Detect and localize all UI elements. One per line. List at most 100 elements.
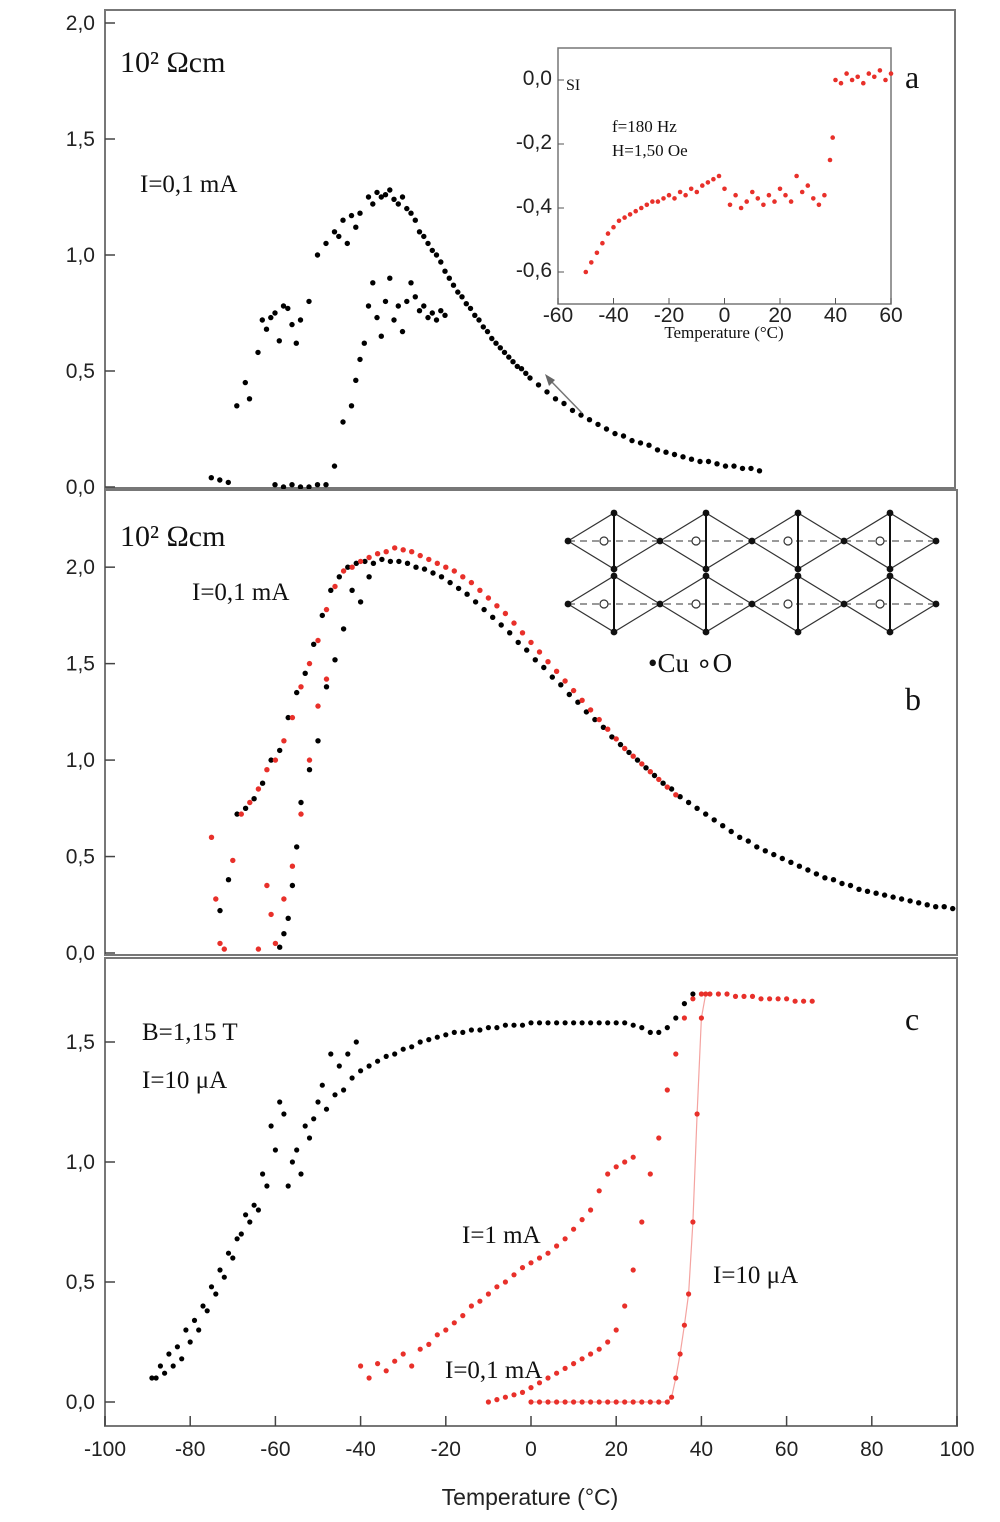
lattice-cu-atom xyxy=(794,509,802,517)
panel-c-series-0-point xyxy=(315,1099,321,1105)
inset-y-tick-label: -0,4 xyxy=(516,195,553,218)
panel-b-series-1-point xyxy=(217,940,223,947)
panel-c-series-0-point xyxy=(311,1116,317,1122)
inset-point xyxy=(811,196,816,201)
panel-b-series-0-point xyxy=(711,817,717,823)
lattice-cu-atom xyxy=(656,600,664,608)
panel-b-series-1-point xyxy=(443,564,449,570)
panel-c-series-1-point xyxy=(383,1368,389,1374)
panel-b-series-0-point xyxy=(668,786,675,792)
panel-c-series-1-point xyxy=(613,1164,619,1170)
panel-c-y-tick-label: 1,0 xyxy=(66,1151,95,1174)
panel-c-series-0-point xyxy=(554,1020,560,1026)
panel-b-series-0-point xyxy=(294,844,300,850)
panel-c-series-0-point xyxy=(204,1308,210,1314)
panel-a-series-0-point xyxy=(255,349,261,356)
panel-b-series-0-point xyxy=(583,709,590,715)
panel-c-series-1-point xyxy=(588,1351,594,1357)
panel-c-series-1-point xyxy=(596,1399,602,1405)
panel-c-series-0-point xyxy=(277,1099,283,1105)
lattice-cu-atom xyxy=(886,509,894,517)
panel-c-series-0-point xyxy=(187,1339,193,1345)
panel-b-series-0-point xyxy=(762,848,768,854)
panel-c-series-1-point xyxy=(366,1375,372,1381)
panel-b-series-0-point xyxy=(847,882,854,889)
panel-c-series-1-point xyxy=(400,1351,406,1357)
lattice-cu-atom xyxy=(794,565,802,573)
panel-a-series-0-point xyxy=(527,375,533,381)
panel-a-series-0-point xyxy=(399,194,406,200)
panel-b-series-0-point xyxy=(933,904,939,910)
panel-c-series-1-point xyxy=(664,1399,670,1405)
panel-b-series-1-point xyxy=(366,554,372,561)
panel-c-series-1-point xyxy=(690,1219,696,1225)
panel-a-series-0-point xyxy=(289,482,295,488)
panel-b-series-0-point xyxy=(541,664,547,671)
panel-c-series-1-point xyxy=(664,1087,670,1093)
panel-a-series-0-point xyxy=(535,382,542,388)
panel-b-series-1-point xyxy=(664,784,670,790)
panel-b-series-1-point xyxy=(230,857,236,864)
panel-a-series-0-point xyxy=(344,240,350,247)
panel-b-series-1-point xyxy=(298,811,304,817)
panel-c-series-0-point xyxy=(234,1236,240,1242)
panel-a-series-0-point xyxy=(387,275,393,281)
inset-point xyxy=(755,196,761,201)
inset-point xyxy=(694,189,700,195)
panel-a-series-0-point xyxy=(450,282,457,288)
lattice-cu-atom xyxy=(564,600,572,608)
inset-y-tick-label: -0,6 xyxy=(516,259,552,282)
panel-b-series-1-point xyxy=(281,896,287,902)
panel-c-series-0-point xyxy=(272,1147,278,1153)
panel-a-series-0-point xyxy=(365,194,372,200)
panel-a-series-0-point xyxy=(489,335,495,342)
panel-b-series-0-point xyxy=(600,724,607,730)
panel-b-series-1-point xyxy=(298,684,304,690)
panel-b-series-0-point xyxy=(916,900,922,906)
panel-b-letter: b xyxy=(905,681,921,717)
panel-c-series-1-point xyxy=(545,1399,551,1405)
panel-a-y-tick-label: 0,0 xyxy=(66,476,95,499)
inset-point xyxy=(722,186,727,192)
panel-a-series-0-point xyxy=(663,449,669,455)
lattice-cu-atom xyxy=(702,628,710,636)
panel-b-series-1-point xyxy=(323,606,330,613)
panel-b-frame xyxy=(104,489,958,956)
inset-point xyxy=(794,173,799,179)
panel-b-series-0-point xyxy=(340,626,347,632)
panel-c-series-1-point xyxy=(681,1322,688,1328)
panel-a-series-0-point xyxy=(455,289,461,295)
panel-a-series-0-point xyxy=(612,430,618,437)
panel-c-series-0-point xyxy=(200,1303,206,1309)
panel-a-series-0-point xyxy=(331,229,338,235)
panel-b-series-0-point xyxy=(268,757,274,763)
panel-c-series-1-point xyxy=(460,1313,466,1319)
inset-frame xyxy=(557,47,892,305)
panel-a-series-0-point xyxy=(280,303,287,309)
panel-a-series-0-point xyxy=(697,458,703,465)
panel-b-series-0-point xyxy=(796,863,803,869)
lattice-cu-atom xyxy=(702,572,710,580)
inset-point xyxy=(888,71,894,76)
panel-a-series-0-point xyxy=(408,210,414,216)
inset-point xyxy=(738,205,744,211)
panel-b-y-tick-label: 0,0 xyxy=(66,942,95,965)
panel-a-series-0-point xyxy=(421,233,427,240)
inset-point xyxy=(605,231,611,236)
panel-c-field-label: B=1,15 T xyxy=(142,1019,238,1046)
panel-b-series-0-point xyxy=(779,855,785,862)
panel-b-series-0-point xyxy=(524,647,530,653)
panel-c-series-1-point xyxy=(426,1341,432,1347)
panel-c-series-1-point xyxy=(451,1320,457,1326)
panel-c-series-0-point xyxy=(511,1022,517,1028)
inset-x-tick-label: 60 xyxy=(879,304,902,327)
panel-c-series-0-point xyxy=(328,1051,334,1057)
panel-a-series-0-point xyxy=(561,400,567,407)
panel-b-series-1-point xyxy=(460,574,466,580)
panel-b-series-1-point xyxy=(383,549,389,555)
lattice-cu-atom xyxy=(610,628,618,636)
panel-a-series-0-point xyxy=(263,326,270,332)
panel-b-series-1-point xyxy=(264,882,270,889)
inset-point xyxy=(750,189,755,195)
